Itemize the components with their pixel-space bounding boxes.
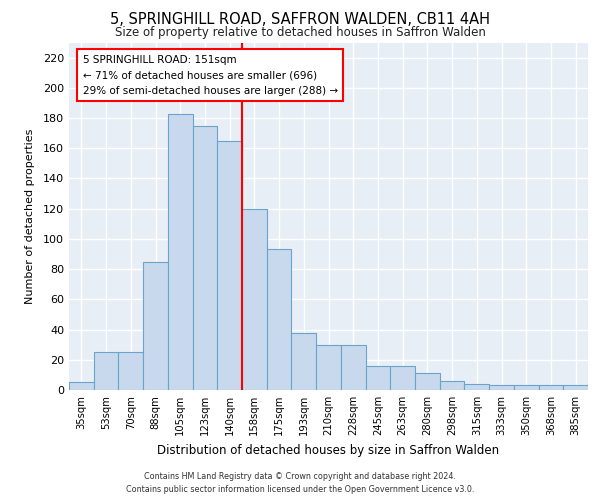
Text: Size of property relative to detached houses in Saffron Walden: Size of property relative to detached ho… [115, 26, 485, 39]
Bar [316, 344, 341, 390]
Bar [514, 386, 539, 390]
Bar [69, 382, 94, 390]
Bar [193, 126, 217, 390]
Y-axis label: Number of detached properties: Number of detached properties [25, 128, 35, 304]
Bar [292, 332, 316, 390]
Bar [267, 250, 292, 390]
Bar [341, 344, 365, 390]
Bar [94, 352, 118, 390]
Text: 5, SPRINGHILL ROAD, SAFFRON WALDEN, CB11 4AH: 5, SPRINGHILL ROAD, SAFFRON WALDEN, CB11… [110, 12, 490, 28]
Bar [464, 384, 489, 390]
Bar [440, 381, 464, 390]
Bar [242, 208, 267, 390]
Bar [390, 366, 415, 390]
Text: Contains HM Land Registry data © Crown copyright and database right 2024.
Contai: Contains HM Land Registry data © Crown c… [126, 472, 474, 494]
Bar [539, 386, 563, 390]
Bar [365, 366, 390, 390]
Bar [563, 386, 588, 390]
Bar [168, 114, 193, 390]
Bar [143, 262, 168, 390]
Text: 5 SPRINGHILL ROAD: 151sqm
← 71% of detached houses are smaller (696)
29% of semi: 5 SPRINGHILL ROAD: 151sqm ← 71% of detac… [83, 54, 338, 96]
Bar [217, 140, 242, 390]
Bar [415, 374, 440, 390]
X-axis label: Distribution of detached houses by size in Saffron Walden: Distribution of detached houses by size … [157, 444, 500, 456]
Bar [118, 352, 143, 390]
Bar [489, 386, 514, 390]
